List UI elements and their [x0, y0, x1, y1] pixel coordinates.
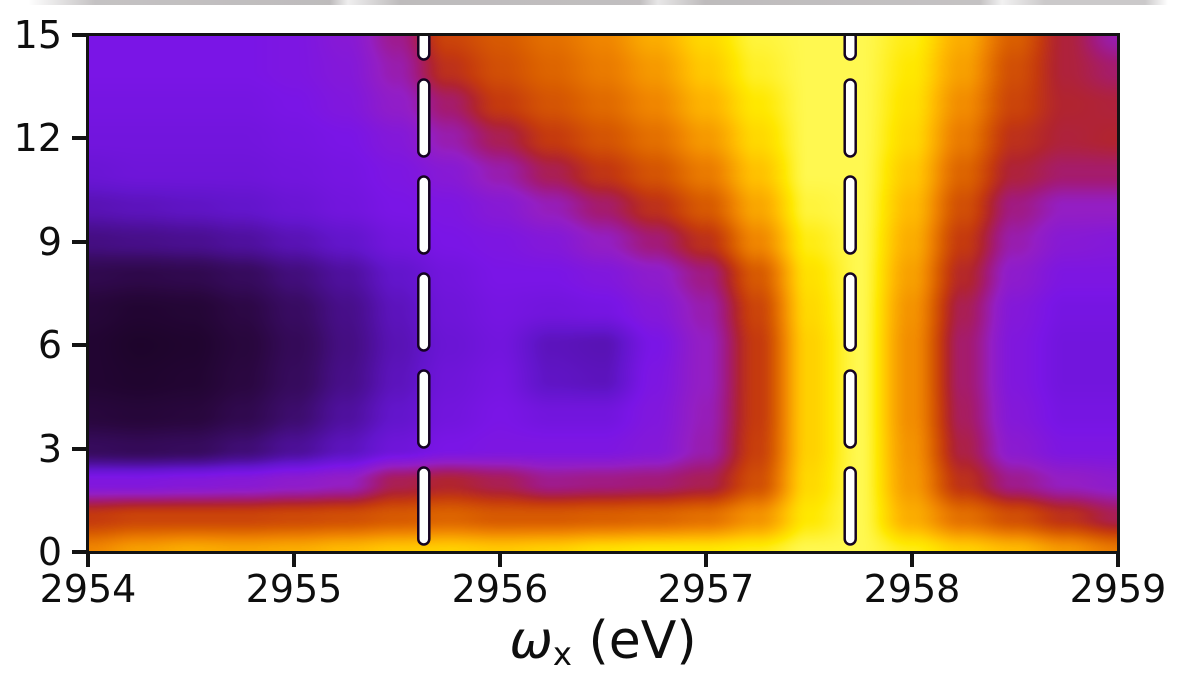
x-tick — [910, 553, 914, 567]
y-tick-label: 3 — [37, 426, 62, 471]
y-tick — [72, 136, 87, 141]
x-axis-unit: (eV) — [571, 611, 697, 671]
x-tick-label: 2954 — [39, 567, 137, 611]
y-tick — [72, 33, 87, 37]
y-tick — [72, 550, 87, 554]
y-tick-label: 0 — [37, 530, 62, 574]
y-tick-label: 6 — [37, 323, 62, 368]
vlines-overlay — [417, 35, 857, 552]
y-tick-label: 9 — [37, 219, 62, 264]
y-tick — [72, 446, 87, 451]
x-tick-label: 2957 — [657, 567, 755, 611]
x-tick-label: 2955 — [245, 567, 343, 611]
x-axis-label: ωx (eV) — [88, 612, 1118, 675]
x-tick — [704, 553, 708, 567]
x-tick — [292, 553, 296, 567]
x-tick — [1116, 553, 1120, 567]
x-tick-label: 2958 — [863, 567, 961, 611]
y-tick — [72, 239, 87, 244]
plot-area — [86, 33, 1120, 554]
y-tick-label: 12 — [13, 116, 62, 161]
y-tick-label: 15 — [13, 13, 62, 57]
x-tick-label: 2959 — [1069, 567, 1167, 611]
omega-subscript: x — [552, 635, 572, 674]
x-tick — [498, 553, 502, 567]
x-tick-label: 2956 — [451, 567, 549, 611]
omega-symbol: ω — [509, 611, 553, 671]
heatmap-canvas — [88, 35, 1118, 552]
y-tick — [72, 343, 87, 348]
cropped-artifact-strip — [0, 0, 1200, 5]
x-tick — [86, 553, 90, 567]
